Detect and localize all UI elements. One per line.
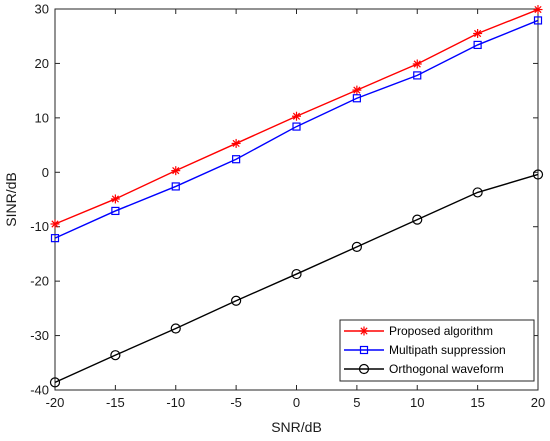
y-tick-label: -30: [30, 328, 49, 343]
data-point-orthogonal-waveform: [170, 323, 181, 334]
series-layer: [49, 5, 544, 388]
data-point-orthogonal-waveform: [532, 169, 544, 180]
x-tick-label: -15: [106, 395, 125, 410]
x-tick-label: 0: [293, 395, 300, 410]
y-tick-label: 30: [35, 2, 49, 17]
legend-item-multipath-suppression: Multipath suppression: [344, 343, 506, 357]
data-point-multipath-suppression: [413, 71, 422, 80]
x-tick-label: -10: [166, 395, 185, 410]
data-point-proposed-algorithm: [110, 194, 120, 204]
legend: Proposed algorithm Multipath suppression O…: [339, 319, 535, 382]
y-axis-title: SINR/dB: [3, 172, 19, 226]
series-proposed-algorithm: [50, 5, 543, 229]
data-point-proposed-algorithm: [473, 28, 483, 38]
data-point-proposed-algorithm: [50, 219, 60, 229]
data-point-orthogonal-waveform: [49, 377, 61, 388]
y-tick-label: -10: [30, 219, 49, 234]
legend-marker-icon: [358, 363, 370, 375]
data-point-multipath-suppression: [111, 206, 120, 216]
data-point-multipath-suppression: [352, 94, 361, 103]
legend-label: Proposed algorithm: [389, 324, 493, 338]
legend-marker-icon: [359, 345, 369, 355]
x-tick-label: -20: [46, 395, 65, 410]
data-point-proposed-algorithm: [292, 111, 301, 121]
x-tick-label: 15: [470, 395, 484, 410]
x-tick-label: 10: [410, 395, 424, 410]
x-tick-label: 5: [353, 395, 360, 410]
data-point-multipath-suppression: [292, 122, 301, 131]
data-point-proposed-algorithm: [412, 59, 422, 69]
y-tick-label: 20: [35, 56, 49, 71]
legend-item-orthogonal-waveform: Orthogonal waveform: [344, 362, 504, 376]
y-tick-label: 10: [35, 110, 49, 125]
legend-item-proposed-algorithm: Proposed algorithm: [344, 324, 493, 338]
data-point-multipath-suppression: [473, 40, 482, 50]
data-point-orthogonal-waveform: [472, 187, 483, 198]
x-tick-label: 20: [531, 395, 545, 410]
legend-label: Multipath suppression: [389, 343, 506, 357]
series-orthogonal-waveform: [49, 169, 544, 388]
series-line-multipath-suppression: [54, 19, 539, 239]
data-point-proposed-algorithm: [533, 5, 543, 15]
data-point-multipath-suppression: [232, 155, 241, 164]
y-tick-label: 0: [42, 165, 49, 180]
legend-label: Orthogonal waveform: [389, 362, 504, 376]
data-point-proposed-algorithm: [171, 166, 181, 176]
axis-ticks: -20 -15 -10 -5 0 5 10 15 20 -40 -30 -20 -10 0 10 20 30: [30, 2, 545, 411]
data-point-orthogonal-waveform: [291, 268, 302, 280]
x-axis-title: SNR/dB: [271, 419, 322, 435]
x-tick-label: -5: [230, 395, 242, 410]
y-tick-label: -40: [30, 383, 49, 398]
data-point-orthogonal-waveform: [110, 350, 121, 361]
y-tick-label: -20: [30, 274, 49, 289]
data-point-multipath-suppression: [50, 234, 60, 243]
data-point-multipath-suppression: [171, 182, 180, 191]
series-multipath-suppression: [50, 16, 543, 243]
legend-marker-icon: [359, 326, 369, 336]
data-point-orthogonal-waveform: [351, 241, 362, 252]
data-point-orthogonal-waveform: [231, 295, 242, 306]
data-point-orthogonal-waveform: [412, 214, 423, 225]
series-line-orthogonal-waveform: [54, 173, 539, 384]
data-point-proposed-algorithm: [231, 138, 241, 148]
data-point-multipath-suppression: [533, 16, 543, 25]
data-point-proposed-algorithm: [352, 85, 362, 95]
